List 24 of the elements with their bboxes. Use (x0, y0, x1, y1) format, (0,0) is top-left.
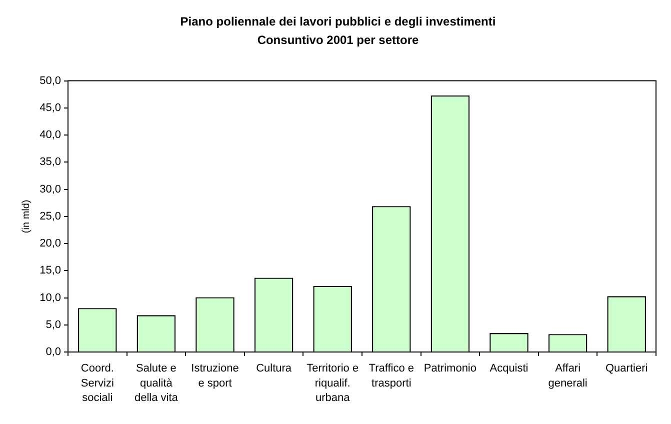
chart-title: Piano poliennale dei lavori pubblici e degli investimenti (180, 14, 496, 29)
x-tick-label: Istruzione e sport (191, 362, 239, 390)
y-tick-label: 35,0 (40, 156, 61, 168)
y-tick-label: 45,0 (40, 102, 61, 114)
y-tick-label: 50,0 (40, 74, 61, 87)
x-tick-label: Cultura (256, 362, 292, 374)
y-tick-label: 5,0 (46, 318, 61, 331)
x-tick-label: Coord. Servizi sociali (80, 362, 114, 404)
x-tick-label: Territorio e riqualif. urbana (306, 362, 359, 404)
y-tick-label: 10,0 (40, 292, 61, 304)
x-tick-label: Quartieri (606, 362, 648, 374)
y-tick-label: 0,0 (46, 346, 61, 358)
x-tick-label: Affari generali (548, 362, 588, 390)
y-tick-label: 15,0 (40, 264, 61, 277)
y-axis-title: (in mld) (20, 200, 32, 234)
y-tick-label: 25,0 (40, 210, 61, 222)
x-tick-label: Salute e qualità della vita (134, 362, 179, 404)
y-tick-label: 40,0 (40, 129, 61, 142)
y-tick-label: 20,0 (40, 238, 61, 250)
chart-subtitle: Consuntivo 2001 per settore (257, 32, 420, 47)
y-tick-label: 30,0 (40, 183, 61, 196)
x-tick-label: Patrimonio (424, 362, 476, 374)
x-tick-label: Acquisti (490, 362, 528, 374)
x-tick-label: Traffico e trasporti (368, 362, 414, 390)
